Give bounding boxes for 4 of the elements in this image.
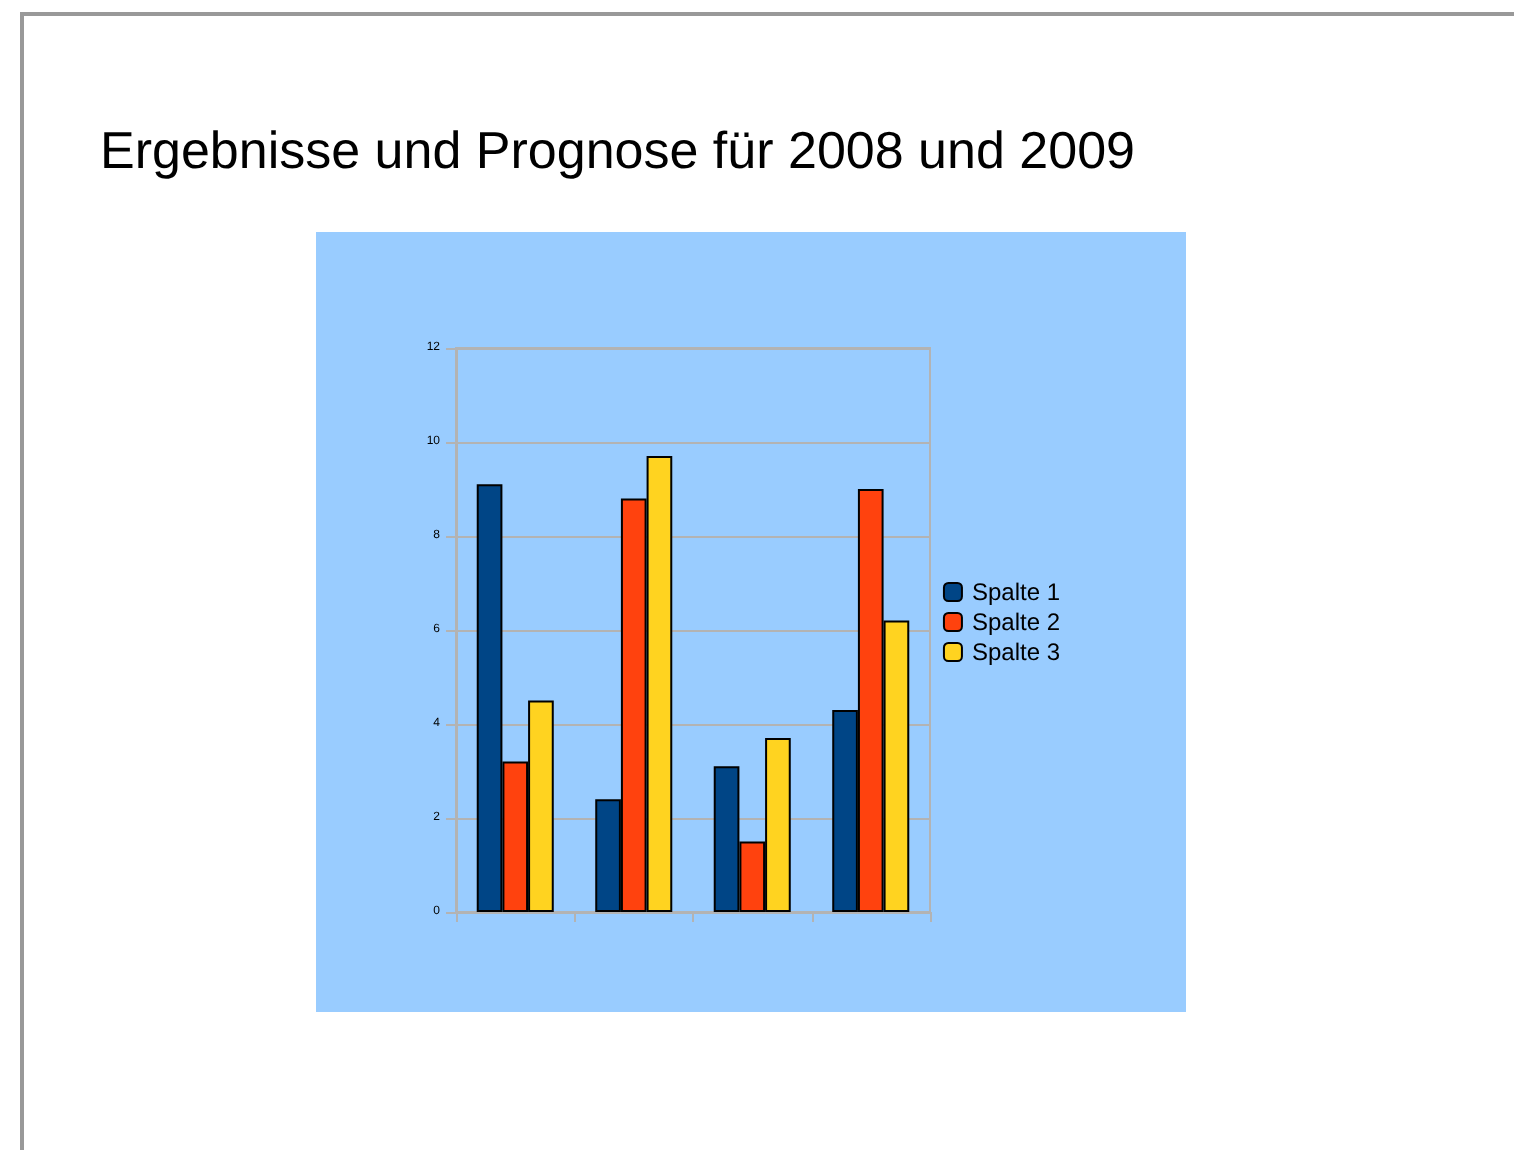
chart-title: Ergebnisse und Prognose für 2008 und 2009 [100,120,1135,182]
legend-label: Spalte 3 [971,638,1061,666]
legend-label: Spalte 2 [971,608,1061,636]
legend-label: Spalte 1 [971,578,1061,606]
